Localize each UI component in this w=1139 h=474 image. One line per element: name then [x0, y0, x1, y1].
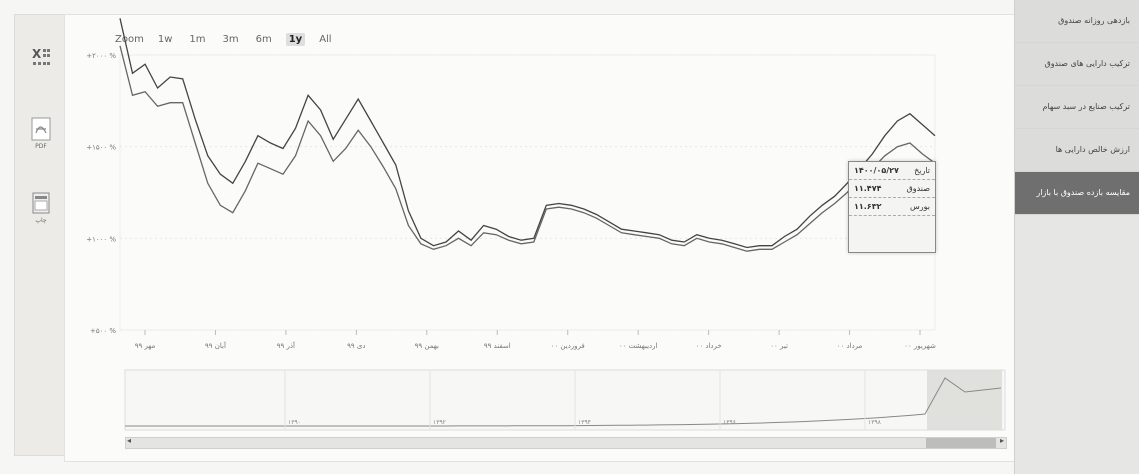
tooltip-index-label: بورس — [910, 202, 930, 211]
x-tick-label: تیر ۰۰ — [770, 342, 788, 350]
export-pdf-label: PDF — [35, 142, 47, 150]
x-tick-label: خرداد ۰۰ — [696, 342, 722, 350]
x-tick-label: دی ۹۹ — [347, 342, 365, 350]
x-tick-label: فروردین ۰۰ — [551, 342, 585, 350]
svg-text:X: X — [32, 47, 42, 61]
zoom-button-1m[interactable]: 1m — [189, 33, 206, 45]
x-tick-label: شهریور ۰۰ — [904, 342, 936, 350]
export-excel-button[interactable]: X — [25, 37, 57, 81]
navigator-tick-label: ۱۳۹۴ — [578, 419, 591, 426]
navigator-area[interactable] — [124, 369, 1006, 431]
y-tick-label: +۲۰۰۰ % — [86, 52, 116, 60]
navigator-selection[interactable] — [927, 370, 1002, 430]
print-button[interactable]: چاپ — [25, 185, 57, 229]
x-tick-label: آذر ۹۹ — [277, 341, 296, 350]
navigator-tick-label: ۱۳۹۶ — [723, 419, 736, 426]
navigator-tick-label: ۱۳۹۰ — [288, 419, 301, 426]
chart-tooltip: تاریخ ۱۴۰۰/۰۵/۲۷ صندوق ۱۱.۴۷۴ بورس ۱۱.۶۳… — [848, 161, 936, 253]
plot-area — [119, 54, 936, 331]
menu-item-net-asset-value[interactable]: ارزش خالص دارایی ها — [1015, 129, 1139, 172]
zoom-label: Zoom — [115, 33, 144, 45]
tooltip-row-index: بورس ۱۱.۶۳۲ — [849, 198, 935, 216]
zoom-button-1w[interactable]: 1w — [157, 33, 173, 45]
series-line-fund — [119, 18, 936, 249]
export-pdf-button[interactable]: PDF — [25, 111, 57, 155]
y-tick-label: +۱۵۰۰ % — [86, 144, 116, 152]
tooltip-fund-label: صندوق — [906, 184, 930, 193]
export-toolbar: X PDF چاپ — [14, 14, 66, 456]
excel-icon: X — [32, 47, 50, 65]
series-line-index — [119, 45, 936, 252]
x-tick-label: مهر ۹۹ — [135, 342, 156, 350]
report-menu: بازدهی روزانه صندوق ترکیب دارایی های صند… — [1014, 0, 1139, 474]
scroll-left-arrow-icon[interactable]: ◂ — [127, 436, 132, 445]
comparison-line-chart: +۲۰۰۰ % +۱۵۰۰ % +۱۰۰۰ % +۵۰۰ % مهر ۹۹ آبان ۹… — [86, 18, 1006, 431]
print-icon — [32, 192, 50, 213]
x-tick-label: مرداد ۰۰ — [837, 342, 863, 350]
zoom-button-all[interactable]: All — [319, 33, 332, 45]
navigator-series-line — [125, 377, 1002, 427]
x-tick-label: بهمن ۹۹ — [415, 342, 439, 350]
scroll-right-arrow-icon[interactable]: ▸ — [999, 436, 1004, 445]
chart-panel: Zoom 1w 1m 3m 6m 1y All +۲۰۰۰ % +۱۵۰۰ % +۱… — [64, 14, 1016, 462]
zoom-button-6m[interactable]: 6m — [255, 33, 272, 45]
tooltip-date-value: ۱۴۰۰/۰۵/۲۷ — [854, 166, 899, 175]
pdf-icon — [31, 117, 51, 140]
y-tick-label: +۵۰۰ % — [90, 327, 116, 335]
print-label: چاپ — [35, 216, 47, 224]
tooltip-row-date: تاریخ ۱۴۰۰/۰۵/۲۷ — [849, 162, 935, 180]
tooltip-fund-value: ۱۱.۴۷۴ — [854, 184, 882, 193]
menu-item-asset-composition[interactable]: ترکیب دارایی های صندوق — [1015, 43, 1139, 86]
tooltip-index-value: ۱۱.۶۳۲ — [854, 202, 882, 211]
tooltip-date-label: تاریخ — [914, 166, 930, 175]
menu-item-market-comparison[interactable]: مقایسه بازده صندوق با بازار — [1015, 172, 1139, 215]
scrollbar-thumb[interactable] — [926, 438, 996, 448]
navigator-tick-label: ۱۳۹۲ — [433, 419, 446, 426]
zoom-bar: Zoom 1w 1m 3m 6m 1y All — [115, 29, 335, 49]
y-tick-label: +۱۰۰۰ % — [86, 235, 116, 243]
menu-item-industry-composition[interactable]: ترکیب صنایع در سبد سهام — [1015, 86, 1139, 129]
x-tick-label: اسفند ۹۹ — [484, 342, 511, 350]
x-tick-label: آبان ۹۹ — [205, 341, 227, 350]
x-tick-label: اردیبهشت ۰۰ — [619, 342, 658, 350]
tooltip-row-fund: صندوق ۱۱.۴۷۴ — [849, 180, 935, 198]
zoom-button-3m[interactable]: 3m — [222, 33, 239, 45]
navigator-tick-label: ۱۳۹۸ — [868, 419, 882, 426]
navigator-scrollbar[interactable]: ◂ ▸ — [125, 436, 1007, 449]
menu-item-daily-return[interactable]: بازدهی روزانه صندوق — [1015, 0, 1139, 43]
zoom-button-1y[interactable]: 1y — [285, 32, 306, 46]
